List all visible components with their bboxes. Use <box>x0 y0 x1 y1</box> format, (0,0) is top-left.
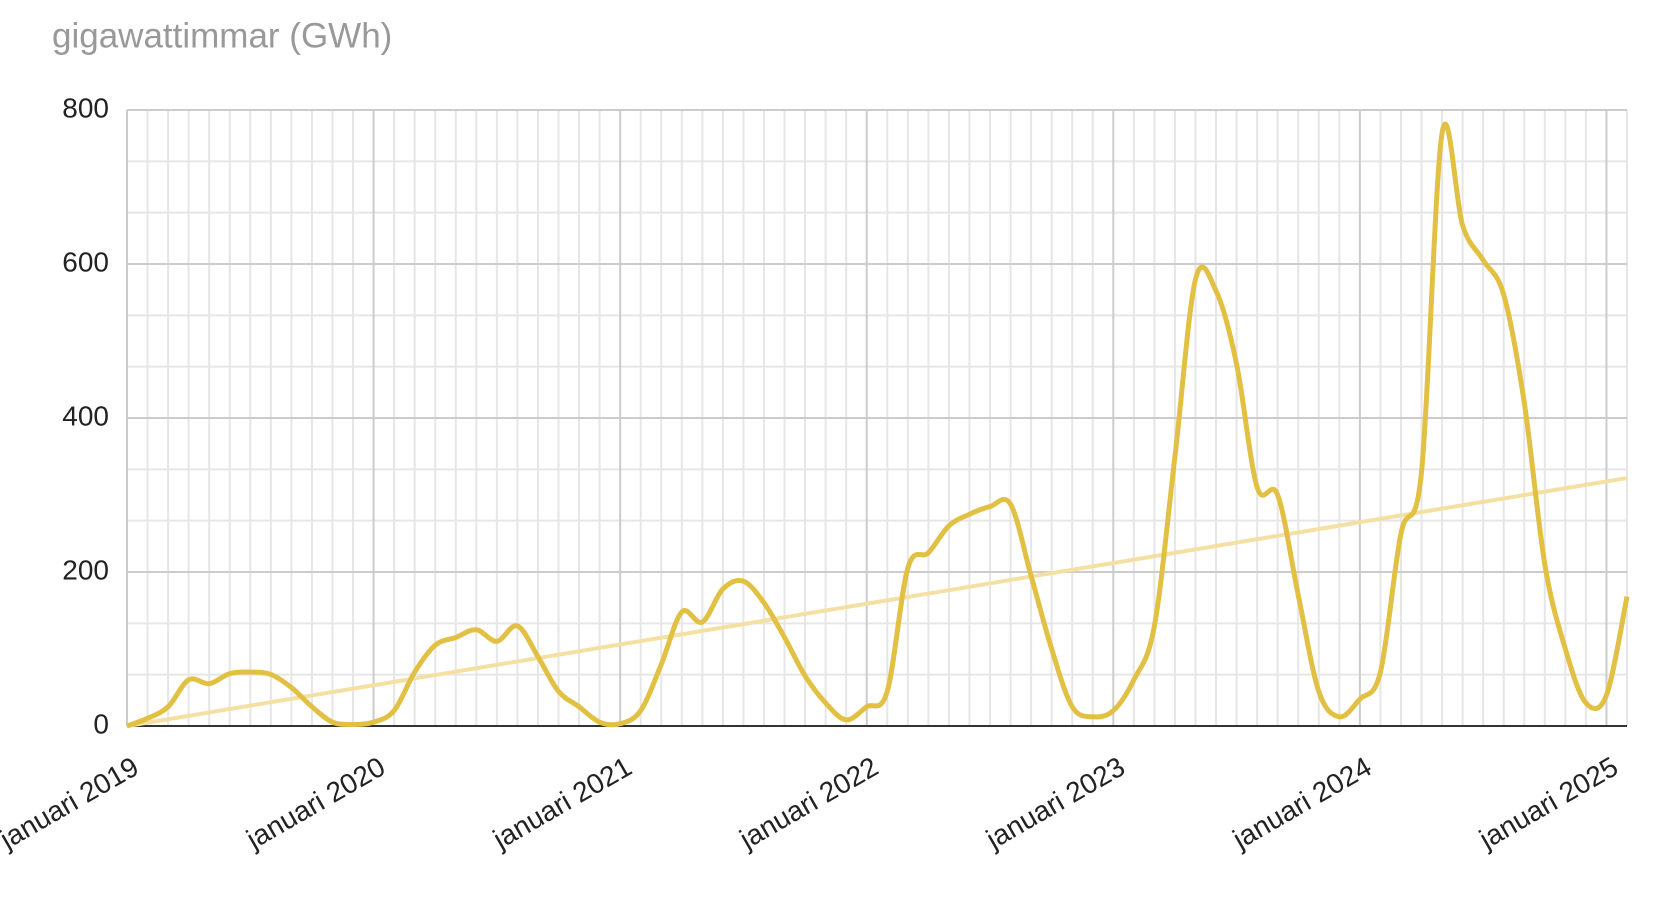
x-tick-label: januari 2022 <box>734 751 884 855</box>
y-tick-label: 0 <box>93 708 109 739</box>
x-tick-label: januari 2021 <box>487 751 637 855</box>
y-tick-label: 800 <box>62 92 109 123</box>
data-line <box>126 476 1628 728</box>
x-tick-label: januari 2023 <box>980 751 1130 855</box>
y-tick-label: 600 <box>62 246 109 277</box>
x-tick-label: januari 2024 <box>1227 751 1377 855</box>
x-tick-label: januari 2025 <box>1473 751 1623 855</box>
x-tick-label: januari 2020 <box>240 751 390 855</box>
y-tick-label: 400 <box>62 400 109 431</box>
x-tick-label: januari 2019 <box>0 751 144 855</box>
y-tick-label: 200 <box>62 554 109 585</box>
data-line <box>126 121 1630 729</box>
chart-title: gigawattimmar (GWh) <box>52 16 392 55</box>
